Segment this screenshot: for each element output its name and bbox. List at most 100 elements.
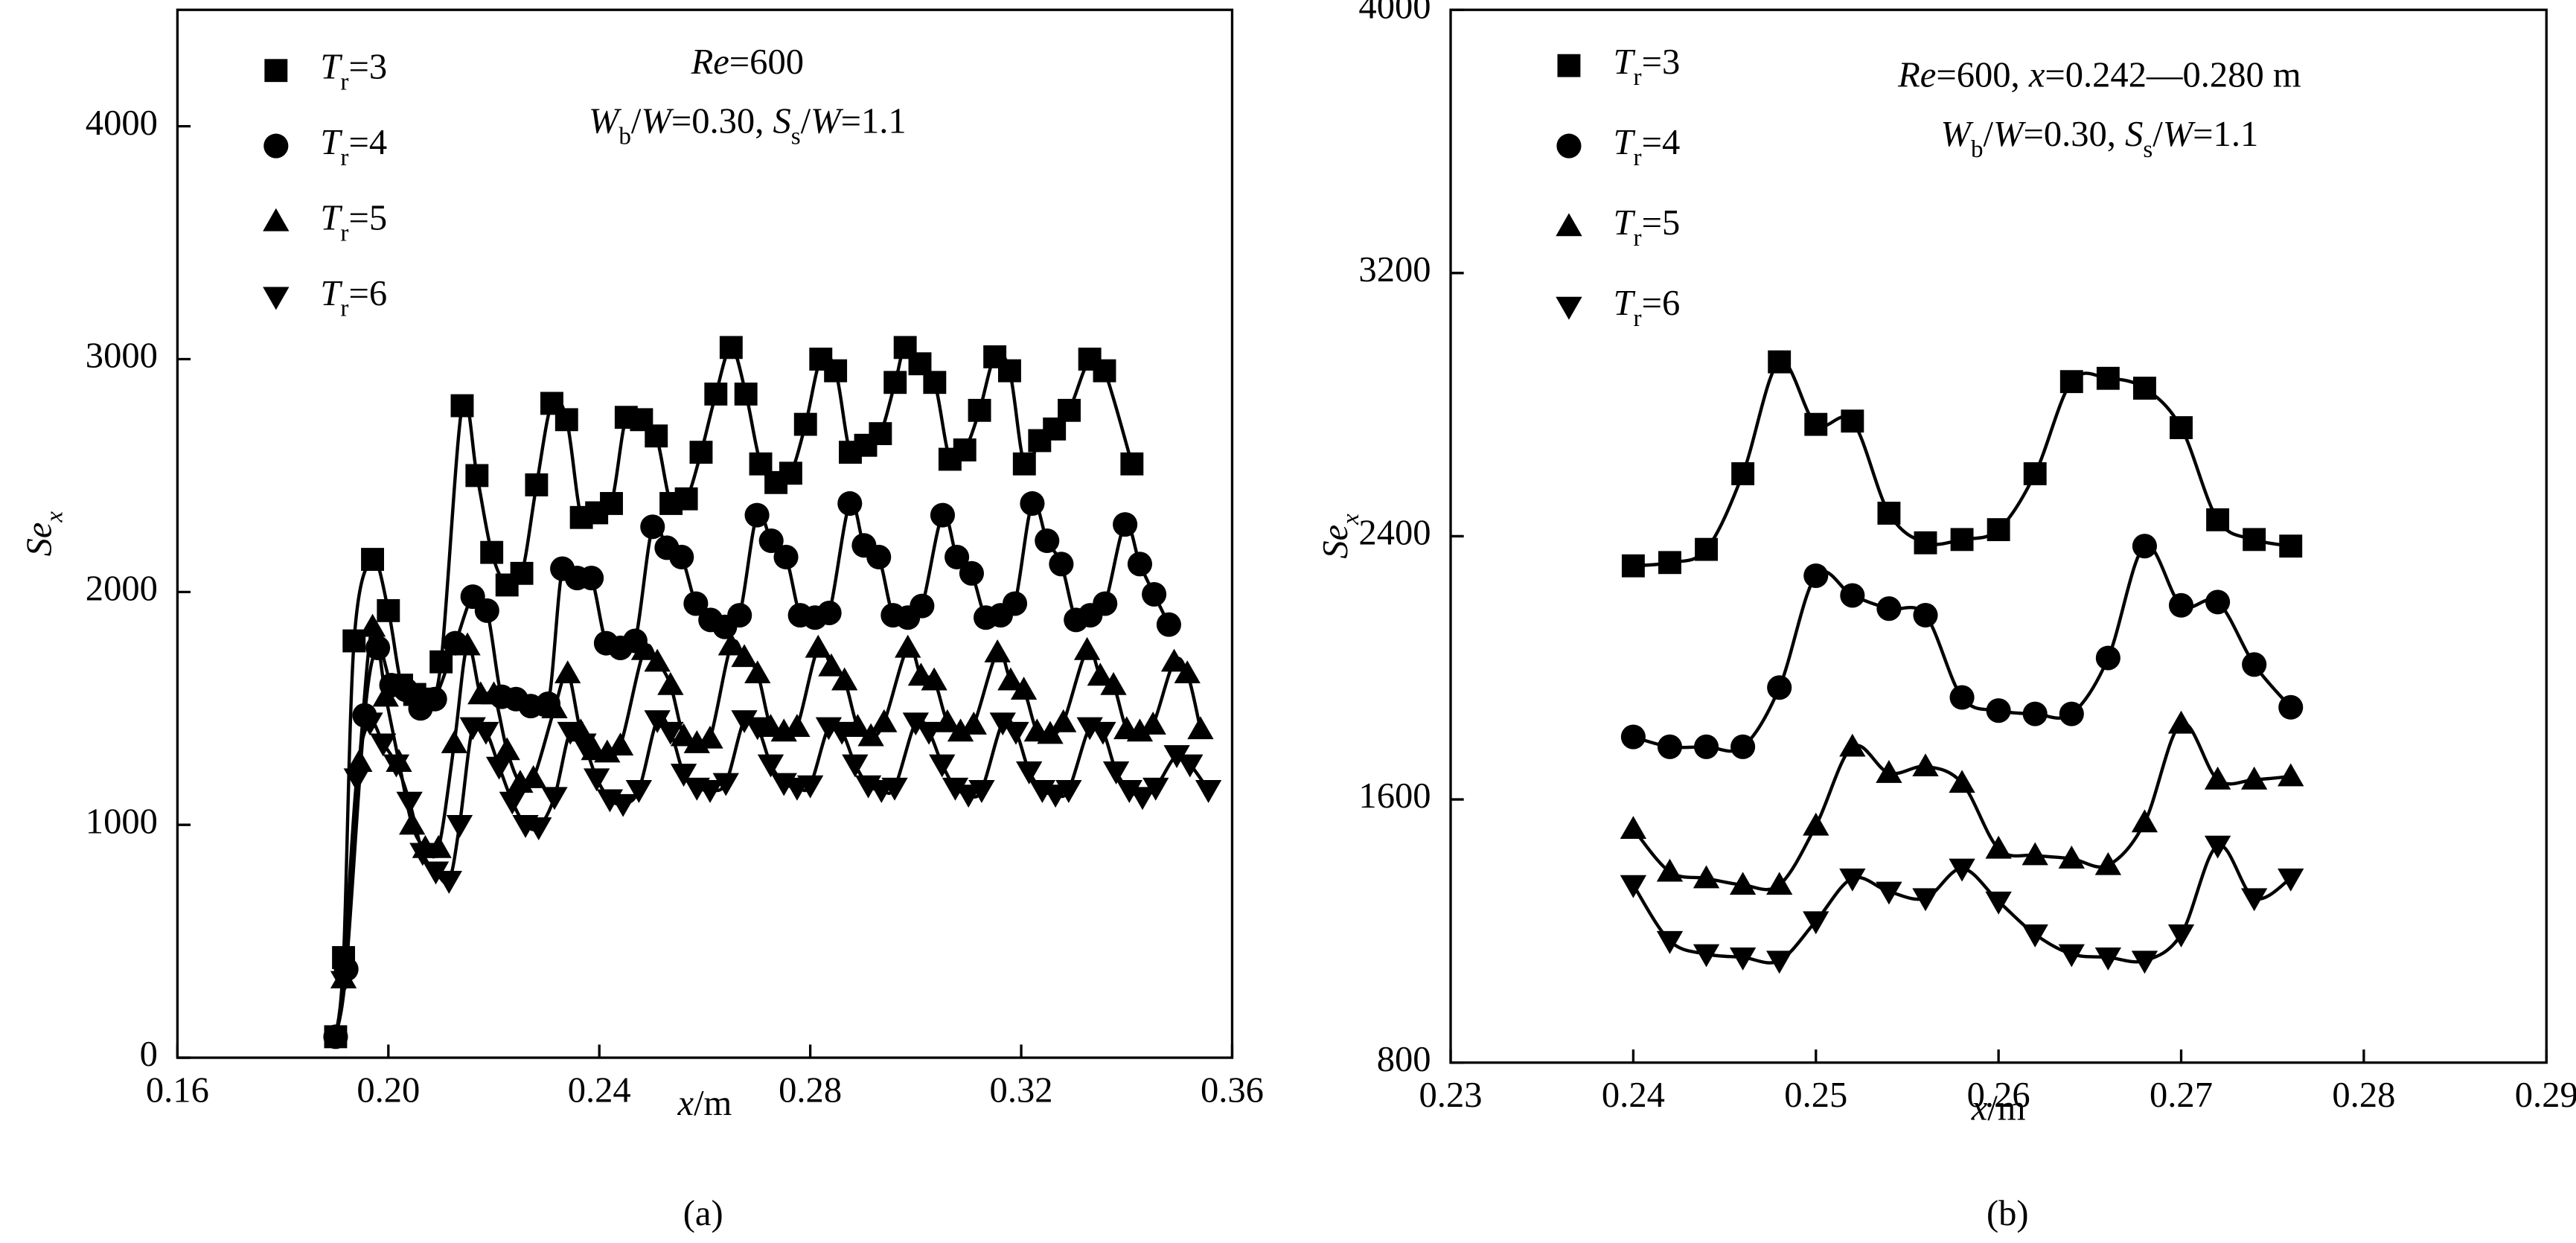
data-point [584,768,610,792]
data-point [947,718,974,742]
data-point [784,714,811,738]
data-point [1803,911,1829,935]
data-point [2094,947,2122,971]
data-point [2279,534,2303,558]
x-tick-label: 0.20 [357,1071,420,1111]
data-point [779,461,802,485]
data-point [2132,534,2157,559]
data-point [1116,780,1142,803]
data-point [625,780,653,803]
data-point [1120,452,1144,476]
data-point [520,764,547,788]
data-point [1693,865,1720,889]
x-tick-label: 0.28 [2332,1076,2395,1115]
data-point [669,544,694,569]
data-point [1090,721,1116,745]
data-point [1087,662,1113,686]
data-point [805,634,831,658]
y-tick-label: 1000 [86,802,158,841]
data-point [953,438,977,461]
data-point [1177,754,1204,778]
data-point [1913,602,1938,628]
y-tick-label: 1600 [1358,776,1431,816]
data-point [2131,809,2158,833]
x-tick-label: 0.24 [568,1071,631,1111]
data-point [689,441,713,464]
data-point [1985,891,2012,915]
data-point [473,721,499,745]
data-point [1621,554,1645,578]
x-axis-label: x/m [677,1084,732,1123]
data-point [2094,851,2122,875]
data-point [881,777,908,801]
data-point [1876,881,1902,905]
data-point [731,644,758,668]
data-point [2023,462,2047,485]
legend-marker [1556,133,1582,159]
data-point [2022,701,2048,726]
data-point [712,773,739,796]
data-point [557,721,584,745]
y-tick-label: 2000 [86,569,158,608]
data-point [372,683,399,707]
data-point [361,548,384,571]
data-point [446,814,473,838]
data-point [1804,412,1828,436]
data-point [2167,710,2195,734]
data-point [644,648,671,672]
data-point [1949,858,1975,882]
data-point [630,636,658,660]
data-point [1695,537,1718,561]
legend-label: Tr=3 [1614,42,1681,90]
data-point [1730,734,1756,759]
data-point [883,371,907,394]
data-point [1658,551,1681,575]
data-point [1914,531,1937,555]
data-point [828,721,855,745]
x-tick-label: 0.23 [1419,1076,1483,1115]
y-tick-label: 4000 [86,103,158,143]
data-point [744,717,771,741]
data-point [2242,652,2267,677]
data-point [1729,947,1757,971]
data-point [2278,868,2304,892]
data-point [383,754,410,778]
data-point [930,502,956,528]
data-point [1093,591,1118,616]
data-point [1195,780,1222,803]
legend-label: Tr=6 [320,274,387,322]
data-point [744,660,771,684]
data-point [734,382,758,406]
data-point [915,721,942,745]
data-point [2204,766,2231,790]
data-point [600,492,623,515]
data-point [818,653,845,677]
data-point [989,712,1016,736]
data-point [1142,777,1169,801]
legend-marker [1556,296,1582,320]
data-point [2241,888,2268,912]
data-point [670,723,697,747]
caption: (a) [683,1194,723,1233]
data-point [816,600,842,626]
data-point [510,561,534,585]
data-point [1620,724,1646,750]
data-point [2243,528,2266,552]
data-point [1876,596,1902,622]
data-point [1100,671,1127,695]
data-point [1839,868,1866,892]
data-point [921,667,947,691]
data-point [934,709,961,732]
data-point [2278,763,2304,787]
data-point [1950,528,1974,552]
y-tick-label: 2400 [1358,514,1431,553]
data-point [1129,787,1156,811]
data-point [727,603,752,628]
data-point [2241,766,2268,790]
data-point [697,780,723,803]
data-point [425,834,452,858]
data-point [960,712,987,735]
annotation: Re=600, x=0.242—0.280 m [1897,56,2301,95]
data-point [1102,761,1130,785]
